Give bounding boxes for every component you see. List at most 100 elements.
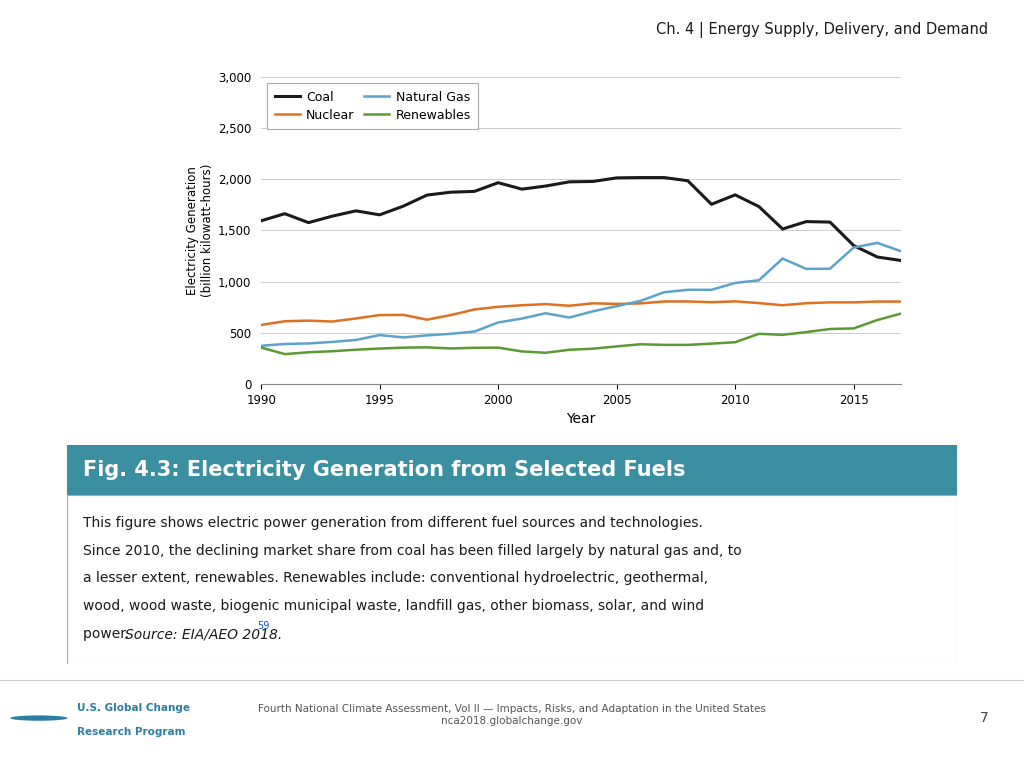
Nuclear — [776, 300, 788, 310]
Renewables — [516, 347, 528, 356]
Natural Gas — [350, 336, 362, 345]
Renewables — [634, 339, 646, 349]
Natural Gas — [516, 314, 528, 323]
Renewables — [658, 340, 671, 349]
Renewables — [753, 329, 765, 339]
Nuclear — [753, 299, 765, 308]
Coal — [729, 190, 741, 200]
Natural Gas — [279, 339, 291, 349]
Nuclear — [421, 315, 433, 324]
Renewables — [871, 316, 884, 325]
Natural Gas — [658, 288, 671, 297]
Coal — [563, 177, 575, 187]
Nuclear — [279, 316, 291, 326]
Coal — [444, 187, 457, 197]
Coal — [753, 202, 765, 211]
Renewables — [279, 349, 291, 359]
Nuclear — [848, 298, 860, 307]
Coal — [279, 209, 291, 218]
Nuclear — [706, 297, 718, 306]
Nuclear — [326, 317, 338, 326]
Renewables — [255, 343, 267, 353]
Coal — [776, 224, 788, 233]
Natural Gas — [729, 278, 741, 287]
Coal — [824, 217, 837, 227]
Renewables — [397, 343, 410, 353]
Renewables — [302, 348, 314, 357]
Renewables — [800, 327, 812, 336]
Nuclear — [492, 302, 504, 311]
Renewables — [563, 345, 575, 354]
Renewables — [587, 344, 599, 353]
Line: Natural Gas: Natural Gas — [261, 243, 901, 346]
Coal — [658, 173, 671, 182]
Natural Gas — [824, 264, 837, 273]
Renewables — [824, 324, 837, 333]
Renewables — [350, 345, 362, 354]
Text: 7: 7 — [979, 711, 988, 725]
Coal — [587, 177, 599, 186]
Natural Gas — [682, 285, 694, 294]
Text: Fourth National Climate Assessment, Vol II — Impacts, Risks, and Adaptation in t: Fourth National Climate Assessment, Vol … — [258, 704, 766, 726]
Coal — [682, 176, 694, 185]
Nuclear — [729, 296, 741, 306]
Nuclear — [587, 299, 599, 308]
Coal — [350, 207, 362, 216]
Renewables — [848, 324, 860, 333]
Nuclear — [871, 297, 884, 306]
Nuclear — [658, 297, 671, 306]
Natural Gas — [753, 276, 765, 285]
Text: Research Program: Research Program — [77, 727, 185, 737]
Natural Gas — [468, 327, 480, 336]
Natural Gas — [421, 331, 433, 340]
Coal — [706, 200, 718, 209]
Natural Gas — [610, 302, 623, 311]
Coal — [255, 216, 267, 225]
Text: a lesser extent, renewables. Renewables include: conventional hydroelectric, geo: a lesser extent, renewables. Renewables … — [83, 571, 708, 585]
Natural Gas — [444, 329, 457, 339]
Legend: Coal, Nuclear, Natural Gas, Renewables: Coal, Nuclear, Natural Gas, Renewables — [267, 83, 478, 129]
Coal — [468, 187, 480, 196]
Nuclear — [610, 300, 623, 309]
Coal — [848, 241, 860, 250]
Text: Ch. 4 | Energy Supply, Delivery, and Demand: Ch. 4 | Energy Supply, Delivery, and Dem… — [656, 22, 988, 38]
Natural Gas — [634, 296, 646, 306]
Renewables — [610, 342, 623, 351]
Renewables — [682, 340, 694, 349]
Y-axis label: Electricity Generation
(billion kilowatt-hours): Electricity Generation (billion kilowatt… — [186, 164, 214, 297]
Coal — [516, 184, 528, 194]
Renewables — [706, 339, 718, 348]
Coal — [871, 253, 884, 262]
Nuclear — [682, 297, 694, 306]
Natural Gas — [326, 337, 338, 346]
Nuclear — [634, 299, 646, 308]
Coal — [326, 211, 338, 220]
Nuclear — [255, 320, 267, 329]
Nuclear — [824, 298, 837, 307]
Text: This figure shows electric power generation from different fuel sources and tech: This figure shows electric power generat… — [83, 515, 702, 530]
Nuclear — [895, 297, 907, 306]
Nuclear — [800, 299, 812, 308]
Renewables — [776, 330, 788, 339]
Coal — [302, 218, 314, 227]
Nuclear — [302, 316, 314, 325]
Coal — [895, 256, 907, 265]
Line: Renewables: Renewables — [261, 313, 901, 354]
Text: U.S. Global Change: U.S. Global Change — [77, 703, 189, 713]
Coal — [397, 201, 410, 210]
Nuclear — [540, 300, 552, 309]
Text: 59: 59 — [257, 621, 269, 631]
Coal — [492, 178, 504, 187]
Natural Gas — [848, 243, 860, 252]
Renewables — [444, 344, 457, 353]
Renewables — [895, 309, 907, 318]
Coal — [540, 181, 552, 190]
Natural Gas — [492, 318, 504, 327]
Natural Gas — [706, 285, 718, 294]
Nuclear — [563, 301, 575, 310]
Natural Gas — [302, 339, 314, 348]
Renewables — [492, 343, 504, 353]
Natural Gas — [255, 341, 267, 350]
Natural Gas — [587, 306, 599, 316]
Line: Nuclear: Nuclear — [261, 301, 901, 325]
